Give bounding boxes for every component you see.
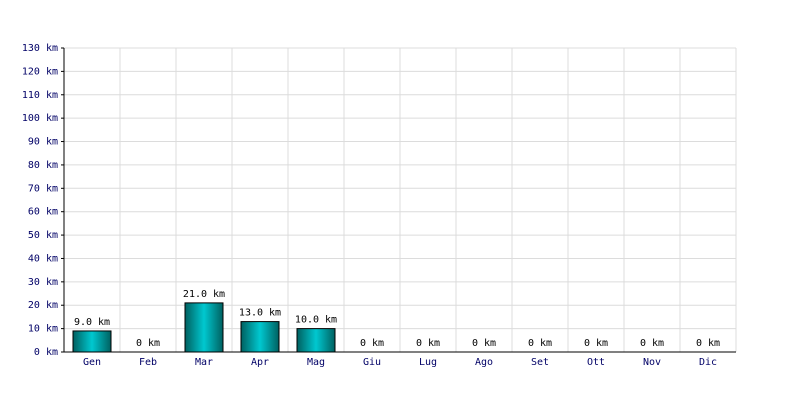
bar — [72, 330, 112, 353]
x-tick-label: Giu — [363, 357, 381, 368]
x-tick-label: Mar — [195, 357, 213, 368]
y-tick-label: 70 km — [28, 183, 58, 194]
y-tick-label: 0 km — [34, 347, 58, 358]
value-label: 0 km — [416, 338, 440, 349]
y-tick-label: 10 km — [28, 324, 58, 335]
x-tick-label: Nov — [643, 357, 661, 368]
y-tick-label: 120 km — [22, 66, 58, 77]
x-tick-label: Set — [531, 357, 549, 368]
y-tick-label: 80 km — [28, 160, 58, 171]
x-tick-label: Gen — [83, 357, 101, 368]
x-tick-label: Dic — [699, 357, 717, 368]
y-tick-label: 60 km — [28, 207, 58, 218]
value-label: 0 km — [528, 338, 552, 349]
x-tick-label: Lug — [419, 357, 437, 368]
value-label: 13.0 km — [239, 308, 281, 319]
y-tick-label: 90 km — [28, 137, 58, 148]
value-label: 10.0 km — [295, 315, 337, 326]
value-label: 0 km — [360, 338, 384, 349]
y-tick-label: 30 km — [28, 277, 58, 288]
x-tick-label: Ott — [587, 357, 605, 368]
x-tick-label: Mag — [307, 357, 325, 368]
y-tick-label: 40 km — [28, 253, 58, 264]
value-label: 0 km — [584, 338, 608, 349]
value-label: 0 km — [640, 338, 664, 349]
y-tick-label: 50 km — [28, 230, 58, 241]
value-label: 0 km — [696, 338, 720, 349]
value-label: 0 km — [472, 338, 496, 349]
value-label: 0 km — [136, 338, 160, 349]
x-tick-label: Ago — [475, 357, 493, 368]
y-tick-label: 130 km — [22, 43, 58, 54]
value-label: 9.0 km — [74, 317, 110, 328]
bar — [184, 302, 224, 353]
y-tick-label: 110 km — [22, 90, 58, 101]
bar — [240, 321, 280, 353]
value-label: 21.0 km — [183, 289, 225, 300]
x-tick-label: Apr — [251, 357, 269, 368]
bar — [296, 328, 336, 353]
y-tick-label: 20 km — [28, 300, 58, 311]
y-tick-label: 100 km — [22, 113, 58, 124]
x-tick-label: Feb — [139, 357, 157, 368]
